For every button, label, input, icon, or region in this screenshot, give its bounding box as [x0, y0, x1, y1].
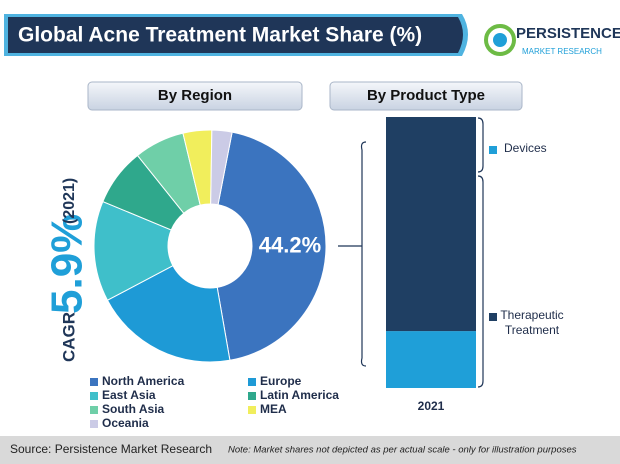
- section-title: By Product Type: [367, 87, 485, 104]
- x-tick-label: 2021: [418, 399, 445, 413]
- logo-name: PERSISTENCE: [516, 25, 620, 42]
- section-header: [329, 81, 523, 111]
- donut-slice: [93, 200, 174, 301]
- legend-item: Therapeutic Treatment: [500, 308, 564, 337]
- cagr-value: 5.9%: [43, 214, 92, 314]
- source: Source: Persistence Market Research: [10, 442, 212, 456]
- legend-swatch: [489, 313, 497, 321]
- cagr: CAGR 5.9% (2021): [43, 178, 92, 362]
- donut-slice: [210, 129, 233, 206]
- bar-segment: [386, 117, 476, 332]
- legend-swatch: [248, 378, 256, 386]
- legend-swatch: [90, 420, 98, 428]
- legend-swatch: [90, 392, 98, 400]
- donut-slice: [216, 131, 327, 361]
- logo-icon: [484, 24, 516, 56]
- legend-label: Europe: [260, 374, 302, 388]
- banner: [8, 17, 463, 53]
- legend-label: North America: [102, 374, 185, 388]
- legend-item: Devices: [504, 141, 547, 155]
- legend-label: Oceania: [102, 416, 149, 430]
- legend-swatch: [489, 146, 497, 154]
- note: Note: Market shares not depicted as per …: [228, 445, 577, 456]
- data-label: 44.2%: [259, 233, 321, 258]
- legend-label: East Asia: [102, 388, 156, 402]
- legend-label: South Asia: [102, 402, 165, 416]
- legend-swatch: [248, 392, 256, 400]
- logo-sub: MARKET RESEARCH: [522, 47, 602, 56]
- footer: [0, 436, 620, 464]
- section-title: By Region: [158, 87, 232, 104]
- logo-icon-core: [493, 33, 507, 47]
- bracket: [338, 141, 367, 367]
- legend-label: Therapeutic Treatment: [500, 308, 564, 337]
- section-header: [87, 81, 303, 111]
- legend-swatch: [90, 378, 98, 386]
- legend-swatch: [248, 406, 256, 414]
- donut-slice: [106, 264, 231, 363]
- legend-swatch: [90, 406, 98, 414]
- bracket: [477, 117, 484, 388]
- cagr-label: CAGR: [59, 312, 78, 362]
- legend-label: Latin America: [260, 388, 339, 402]
- bar-segment: [386, 331, 476, 388]
- title: Global Acne Treatment Market Share (%): [18, 24, 422, 47]
- legend-label: Devices: [504, 141, 547, 155]
- legend-label: MEA: [260, 402, 287, 416]
- cagr-year: (2021): [61, 178, 78, 224]
